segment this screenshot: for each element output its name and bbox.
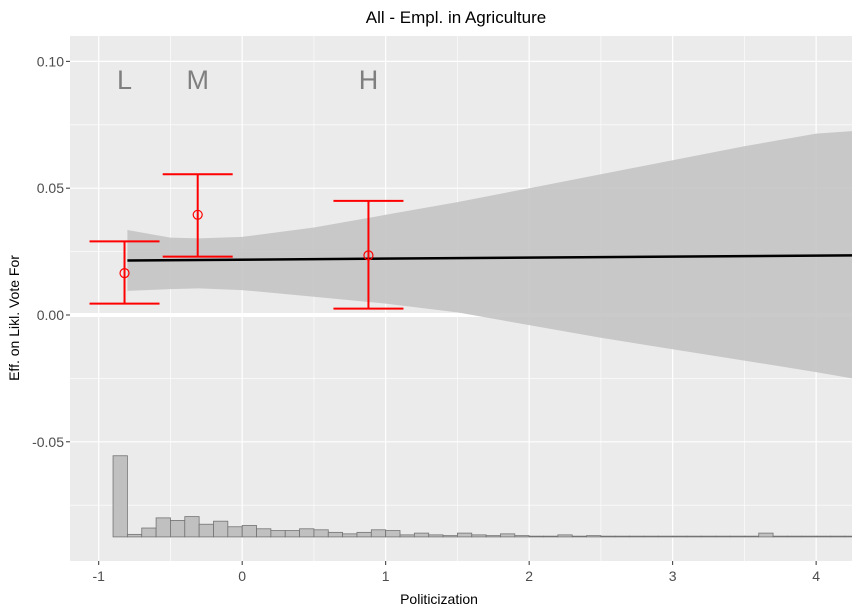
histogram-bar	[413, 532, 430, 538]
histogram-bar	[600, 535, 616, 538]
histogram-bar	[327, 531, 344, 538]
histogram-bar	[428, 534, 444, 538]
histogram-bar	[528, 535, 544, 538]
group-label-H: H	[359, 65, 379, 95]
regression-line	[127, 254, 852, 262]
histogram-bar	[758, 532, 774, 538]
histogram-bar	[657, 535, 674, 538]
group-label-L: L	[117, 65, 132, 95]
confidence-band-area	[127, 131, 852, 379]
histogram-bar	[270, 530, 286, 538]
histogram-bar	[830, 535, 846, 538]
histogram-bar	[256, 528, 272, 538]
histogram	[112, 455, 852, 538]
histogram-bar	[557, 534, 573, 538]
histogram-bar	[385, 530, 401, 538]
histogram-bar	[686, 535, 702, 538]
histogram-bar	[643, 535, 659, 538]
histogram-bar	[772, 535, 788, 538]
histogram-bar	[844, 535, 852, 538]
x-tick-label: 1	[382, 568, 390, 584]
histogram-bar	[227, 526, 243, 538]
histogram-bar	[743, 535, 760, 538]
y-tick-label: 0.05	[37, 180, 64, 196]
histogram-bar	[170, 520, 186, 538]
histogram-bar	[485, 535, 501, 538]
estimate-marker	[192, 209, 203, 220]
histogram-bar	[514, 535, 530, 538]
histogram-bar	[715, 535, 731, 538]
histogram-bar	[729, 535, 745, 538]
histogram-bar	[155, 517, 171, 538]
histogram-bar	[241, 525, 257, 538]
histogram-bar	[198, 523, 214, 538]
x-axis-title: Politicization	[400, 591, 478, 607]
histogram-bar	[629, 535, 645, 538]
y-tick-label: 0.10	[37, 53, 64, 69]
point-estimate-M	[162, 173, 233, 258]
histogram-bar	[342, 533, 358, 538]
histogram-bar	[672, 535, 688, 538]
histogram-bar	[313, 529, 329, 538]
estimate-marker	[363, 250, 374, 261]
histogram-bar	[471, 534, 487, 538]
x-tick-label: 0	[238, 568, 246, 584]
regression-line-segment	[127, 254, 852, 262]
histogram-bar	[457, 532, 473, 538]
histogram-bar	[356, 531, 372, 538]
y-tick-label: 0.00	[37, 307, 64, 323]
x-tick-label: 3	[669, 568, 677, 584]
histogram-bar	[571, 535, 587, 538]
histogram-bar	[543, 535, 559, 538]
histogram-bar	[614, 535, 630, 538]
histogram-bar	[184, 516, 200, 538]
histogram-bar	[787, 535, 803, 538]
x-tick-label: -1	[92, 568, 105, 584]
histogram-bar	[442, 535, 458, 538]
point-estimates	[89, 173, 404, 310]
histogram-bar	[284, 530, 300, 538]
histogram-bar	[801, 535, 817, 538]
point-estimate-L	[89, 240, 160, 305]
histogram-bar	[141, 527, 157, 538]
y-axis-title: Eff. on Likl. Vote For	[6, 255, 22, 381]
histogram-bar	[399, 534, 415, 538]
histogram-bar	[213, 520, 229, 538]
histogram-bar	[586, 535, 602, 538]
y-axis: -0.05 0.00 0.05 0.10	[32, 53, 70, 450]
y-tick-label: -0.05	[32, 434, 64, 450]
histogram-bar	[815, 535, 831, 538]
x-tick-label: 4	[812, 568, 820, 584]
confidence-band	[127, 131, 852, 379]
histogram-bar	[112, 455, 128, 538]
point-estimate-H	[333, 199, 404, 310]
histogram-bar	[126, 533, 143, 538]
histogram-bar	[299, 528, 315, 538]
x-axis: -1 0 1 2 3 4	[92, 561, 820, 584]
histogram-bar	[500, 533, 516, 538]
histogram-bar	[370, 529, 387, 538]
group-label-M: M	[186, 65, 209, 95]
x-tick-label: 2	[525, 568, 533, 584]
chart-title: All - Empl. in Agriculture	[366, 8, 546, 27]
histogram-bar	[700, 535, 717, 538]
estimate-marker	[119, 268, 130, 279]
